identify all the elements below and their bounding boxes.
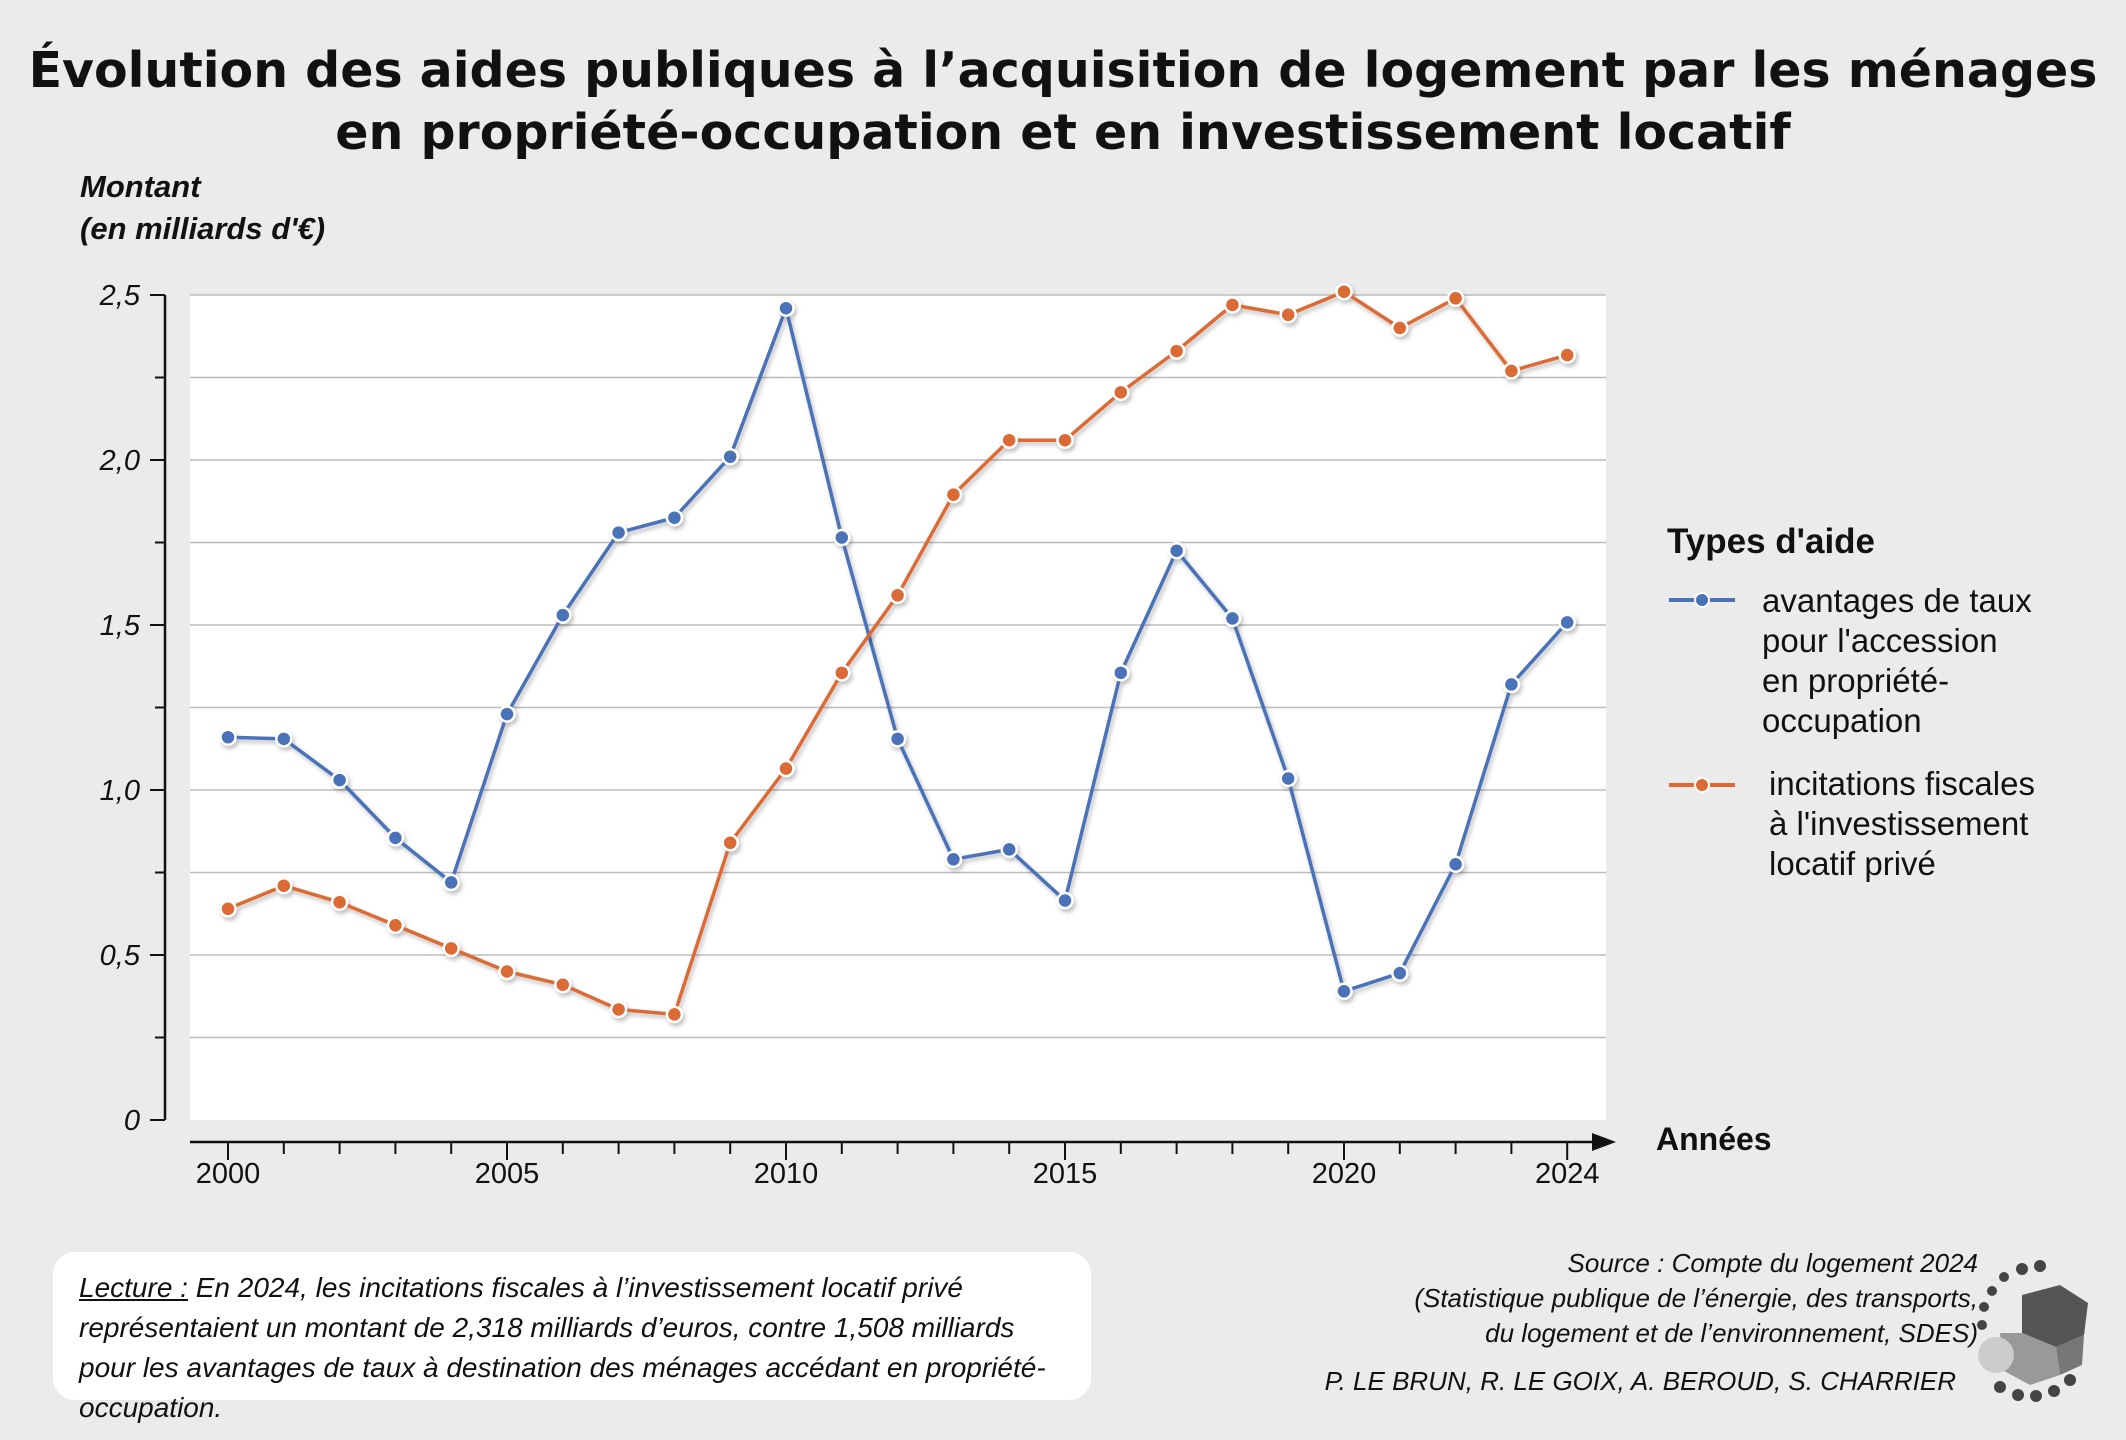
data-point xyxy=(330,771,349,789)
data-point xyxy=(1558,613,1576,632)
data-point xyxy=(1223,296,1242,314)
legend-label-avantages: avantages de taux pour l'accession en pr… xyxy=(1762,581,2082,741)
data-point xyxy=(609,523,628,542)
data-point xyxy=(888,730,907,748)
y-axis-label-line-1: Montant xyxy=(80,169,201,204)
y-tick-label: 0,5 xyxy=(100,940,141,972)
chart-title-line-1: Évolution des aides publiques à l’acquis… xyxy=(28,42,2098,99)
data-point xyxy=(1335,982,1353,1001)
x-tick-label: 2005 xyxy=(475,1158,540,1190)
axes xyxy=(150,294,1616,1160)
legend-title: Types d'aide xyxy=(1667,522,1876,561)
data-point xyxy=(1167,542,1186,560)
data-point xyxy=(1502,675,1521,694)
chart-title-line-2: en propriété-occupation et en investisse… xyxy=(335,104,1791,161)
y-tick-label: 0 xyxy=(124,1105,140,1137)
series-1 xyxy=(219,299,1576,1001)
series-2 xyxy=(219,282,1576,1024)
data-point xyxy=(1223,609,1242,628)
legend-line-orange-icon xyxy=(1669,777,1735,793)
data-point xyxy=(1112,664,1130,682)
data-point xyxy=(1167,342,1186,360)
data-point xyxy=(330,893,349,911)
data-point xyxy=(275,730,293,748)
reading-note: Lecture : En 2024, les incitations fisca… xyxy=(53,1252,1091,1423)
reading-note-text: En 2024, les incitations fiscales à l’in… xyxy=(79,1272,1046,1423)
data-point xyxy=(1056,891,1074,910)
legend-avantages-line-4: occupation xyxy=(1762,702,1922,739)
data-point xyxy=(944,850,963,869)
data-point xyxy=(665,509,684,527)
y-tick-label: 2,0 xyxy=(99,445,140,477)
publisher-logo-icon xyxy=(1977,1260,2088,1402)
gridlines xyxy=(190,294,1606,1039)
data-point xyxy=(721,447,739,466)
data-point xyxy=(777,759,795,778)
legend-avantages-line-1: avantages de taux xyxy=(1762,582,2032,619)
x-axis-arrow-icon xyxy=(1592,1133,1616,1151)
data-point xyxy=(1446,289,1465,308)
legend-label-incitations: incitations fiscales à l'investissement … xyxy=(1769,764,2089,884)
data-point xyxy=(1279,306,1297,324)
x-tick-label: 2010 xyxy=(754,1158,819,1190)
data-point xyxy=(1000,840,1018,859)
legend-line-blue-icon xyxy=(1669,592,1735,608)
x-tick-label: 2000 xyxy=(196,1158,261,1190)
y-axis-label: Montant (en milliards d'€) xyxy=(80,166,325,250)
data-point xyxy=(219,900,237,918)
source-note: Source : Compte du logement 2024 (Statis… xyxy=(1278,1246,1978,1351)
data-point xyxy=(888,586,907,605)
source-line-3: du logement et de l’environnement, SDES) xyxy=(1485,1318,1978,1348)
data-point xyxy=(1335,282,1353,301)
source-line-2: (Statistique publique de l’énergie, des … xyxy=(1414,1283,1978,1313)
data-point xyxy=(721,834,739,852)
data-point xyxy=(275,876,293,895)
data-point xyxy=(442,873,460,892)
data-point xyxy=(1558,346,1576,364)
data-point xyxy=(554,975,572,994)
y-tick-label: 2,5 xyxy=(99,280,141,312)
data-point xyxy=(1391,319,1409,337)
x-tick-label: 2024 xyxy=(1535,1158,1600,1190)
y-tick-label: 1,5 xyxy=(100,610,141,642)
data-point xyxy=(1446,855,1465,873)
data-point xyxy=(944,485,963,504)
data-point xyxy=(665,1005,684,1024)
data-point xyxy=(386,916,405,935)
x-tick-label: 2020 xyxy=(1312,1158,1377,1190)
data-point xyxy=(554,606,572,624)
data-point xyxy=(1000,431,1018,449)
data-point xyxy=(833,664,851,682)
legend-avantages-line-3: en propriété- xyxy=(1762,662,1950,699)
line-chart: 0 0,5 1,0 1,5 2,0 2,5 2000 2005 2010 2015 2020 2024… xyxy=(99,280,1772,1190)
data-point xyxy=(1112,383,1130,402)
data-point xyxy=(1391,964,1409,982)
data-point xyxy=(1502,362,1521,380)
y-axis-label-line-2: (en milliards d'€) xyxy=(80,211,326,246)
data-point xyxy=(1279,769,1297,788)
data-point xyxy=(609,1000,628,1019)
legend-incitations-line-1: incitations fiscales xyxy=(1769,765,2035,802)
data-point xyxy=(833,528,851,547)
legend-incitations-line-3: locatif privé xyxy=(1769,845,1936,882)
data-point xyxy=(219,728,237,746)
source-line-1: Source : Compte du logement 2024 xyxy=(1567,1248,1978,1278)
data-point xyxy=(1056,431,1074,449)
x-axis-label: Années xyxy=(1656,1121,1772,1157)
reading-note-label: Lecture : xyxy=(79,1272,188,1303)
data-point xyxy=(442,939,460,958)
data-point xyxy=(498,962,516,981)
data-point xyxy=(386,829,405,847)
legend-incitations-line-2: à l'investissement xyxy=(1769,805,2029,842)
authors: P. LE BRUN, R. LE GOIX, A. BEROUD, S. CH… xyxy=(1324,1366,1956,1396)
series-group xyxy=(219,282,1576,1024)
data-point xyxy=(498,705,516,723)
chart-title: Évolution des aides publiques à l’acquis… xyxy=(0,40,2126,164)
legend-avantages-line-2: pour l'accession xyxy=(1762,622,1998,659)
y-tick-label: 1,0 xyxy=(100,775,140,807)
tick-labels: 0 0,5 1,0 1,5 2,0 2,5 2000 2005 2010 2015 2020 2024… xyxy=(99,280,1772,1190)
x-tick-label: 2015 xyxy=(1033,1158,1098,1190)
data-point xyxy=(777,299,795,317)
